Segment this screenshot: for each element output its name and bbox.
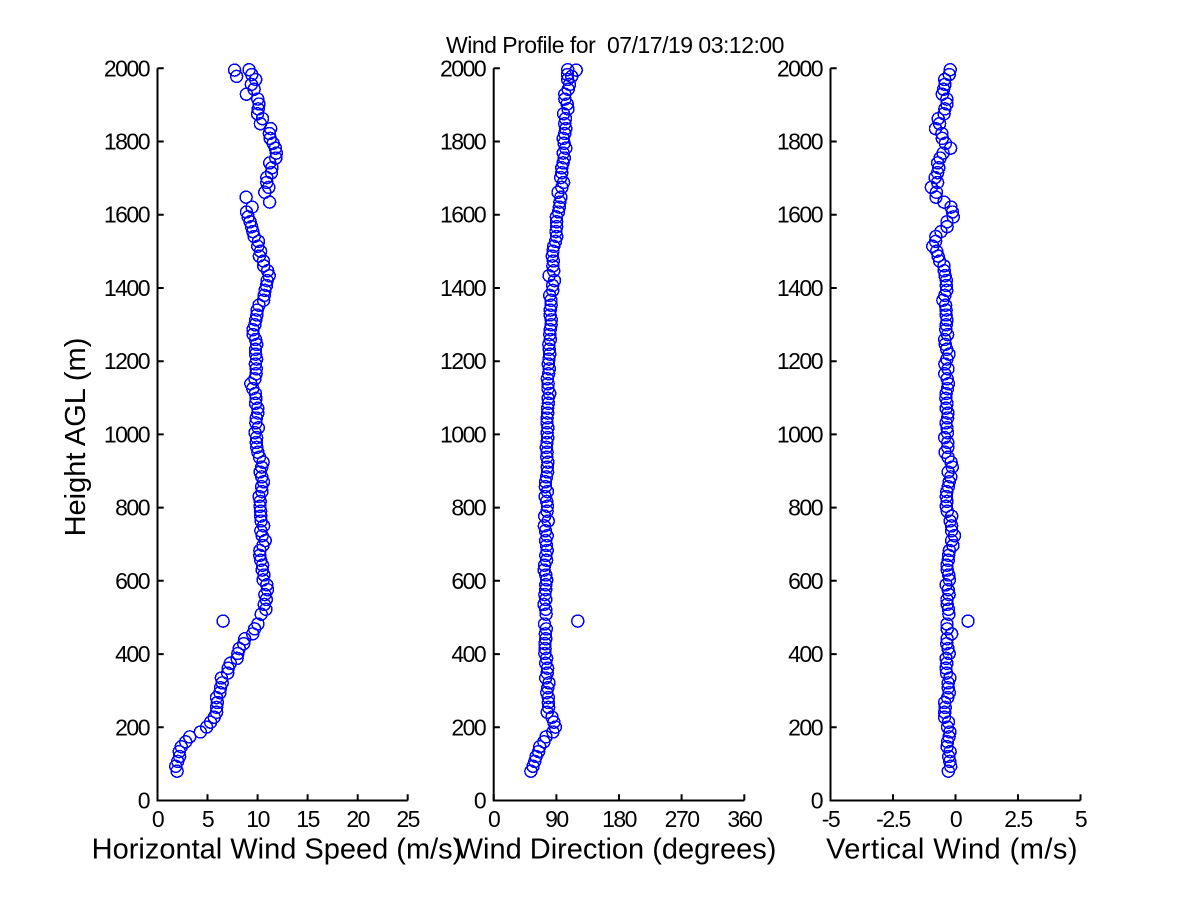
svg-text:600: 600: [788, 568, 823, 594]
svg-text:1400: 1400: [104, 275, 150, 301]
svg-text:1200: 1200: [104, 348, 150, 374]
svg-text:0: 0: [138, 788, 150, 814]
svg-text:1600: 1600: [104, 202, 150, 228]
svg-text:2000: 2000: [104, 55, 150, 81]
svg-text:15: 15: [296, 806, 319, 832]
svg-text:1000: 1000: [440, 421, 486, 447]
svg-text:25: 25: [396, 806, 419, 832]
svg-text:400: 400: [115, 641, 150, 667]
svg-text:270: 270: [665, 806, 700, 832]
svg-text:1800: 1800: [104, 129, 150, 155]
svg-text:90: 90: [545, 806, 568, 832]
svg-text:200: 200: [115, 714, 150, 740]
svg-text:400: 400: [788, 641, 823, 667]
svg-text:0: 0: [474, 788, 486, 814]
svg-text:1200: 1200: [777, 348, 823, 374]
svg-text:800: 800: [788, 495, 823, 521]
svg-text:Vertical Wind (m/s): Vertical Wind (m/s): [826, 834, 1078, 866]
svg-text:2000: 2000: [440, 55, 486, 81]
svg-text:1600: 1600: [777, 202, 823, 228]
svg-text:600: 600: [115, 568, 150, 594]
svg-text:-2.5: -2.5: [876, 806, 910, 832]
svg-text:5: 5: [202, 806, 214, 832]
svg-text:1000: 1000: [777, 421, 823, 447]
svg-text:1000: 1000: [104, 421, 150, 447]
svg-text:2000: 2000: [777, 55, 823, 81]
svg-text:10: 10: [246, 806, 269, 832]
svg-text:1200: 1200: [440, 348, 486, 374]
svg-text:1400: 1400: [777, 275, 823, 301]
svg-text:800: 800: [451, 495, 486, 521]
svg-text:1800: 1800: [440, 129, 486, 155]
svg-text:0: 0: [950, 806, 962, 832]
svg-text:Wind Profile for 07/17/19 03:: Wind Profile for 07/17/19 03:12:00: [446, 32, 784, 58]
svg-text:1800: 1800: [777, 129, 823, 155]
svg-text:-5: -5: [822, 806, 840, 832]
svg-text:5: 5: [1075, 806, 1087, 832]
svg-text:Height AGL (m): Height AGL (m): [60, 338, 92, 537]
svg-text:1400: 1400: [440, 275, 486, 301]
svg-text:800: 800: [115, 495, 150, 521]
svg-text:200: 200: [788, 714, 823, 740]
svg-text:180: 180: [602, 806, 637, 832]
svg-text:360: 360: [727, 806, 762, 832]
svg-text:Wind Direction (degrees): Wind Direction (degrees): [456, 834, 777, 866]
svg-text:2.5: 2.5: [1004, 806, 1032, 832]
svg-text:200: 200: [451, 714, 486, 740]
svg-text:400: 400: [451, 641, 486, 667]
svg-text:1600: 1600: [440, 202, 486, 228]
svg-text:Horizontal Wind Speed (m/s): Horizontal Wind Speed (m/s): [92, 834, 463, 866]
svg-text:0: 0: [488, 806, 500, 832]
svg-text:0: 0: [152, 806, 164, 832]
svg-text:0: 0: [811, 788, 823, 814]
svg-text:600: 600: [451, 568, 486, 594]
svg-text:20: 20: [346, 806, 369, 832]
